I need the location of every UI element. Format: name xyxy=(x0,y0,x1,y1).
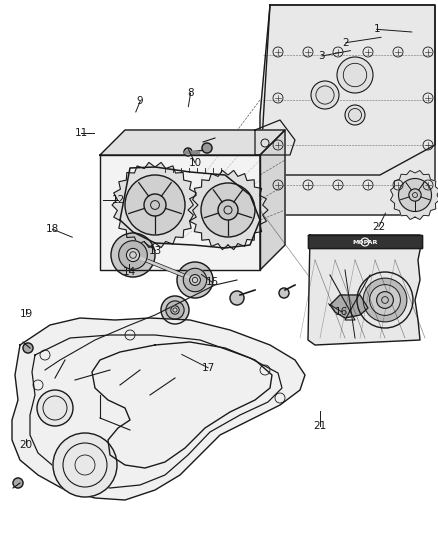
Circle shape xyxy=(125,175,185,235)
Circle shape xyxy=(218,200,238,220)
Circle shape xyxy=(166,301,184,319)
Polygon shape xyxy=(260,5,435,175)
Polygon shape xyxy=(260,130,285,270)
Text: 8: 8 xyxy=(187,88,194,98)
Circle shape xyxy=(377,292,393,309)
Text: 1: 1 xyxy=(373,25,380,34)
Text: MOPAR: MOPAR xyxy=(352,240,378,246)
Circle shape xyxy=(345,105,365,125)
Polygon shape xyxy=(330,295,368,318)
Circle shape xyxy=(161,296,189,324)
Polygon shape xyxy=(308,235,422,345)
Polygon shape xyxy=(308,235,422,248)
Text: 16: 16 xyxy=(335,307,348,317)
Text: 22: 22 xyxy=(372,222,385,231)
Polygon shape xyxy=(188,171,268,249)
Text: 15: 15 xyxy=(206,278,219,287)
Text: 17: 17 xyxy=(201,363,215,373)
Text: 3: 3 xyxy=(318,51,325,61)
Circle shape xyxy=(13,478,23,488)
Circle shape xyxy=(363,278,407,322)
Circle shape xyxy=(183,268,207,292)
Circle shape xyxy=(311,81,339,109)
Text: 10: 10 xyxy=(188,158,201,167)
Circle shape xyxy=(37,390,73,426)
Circle shape xyxy=(202,143,212,153)
Circle shape xyxy=(184,148,192,156)
Text: 14: 14 xyxy=(123,267,136,277)
Circle shape xyxy=(370,285,400,316)
Circle shape xyxy=(190,274,201,285)
Polygon shape xyxy=(100,155,260,270)
Circle shape xyxy=(201,183,255,237)
Text: 20: 20 xyxy=(20,440,33,450)
Polygon shape xyxy=(260,5,435,215)
Circle shape xyxy=(53,433,117,497)
Polygon shape xyxy=(391,171,438,220)
Polygon shape xyxy=(12,318,305,500)
Text: 13: 13 xyxy=(149,246,162,255)
Text: 21: 21 xyxy=(313,422,326,431)
Polygon shape xyxy=(100,130,285,155)
Text: 12: 12 xyxy=(112,195,125,205)
Text: 18: 18 xyxy=(46,224,59,234)
Circle shape xyxy=(357,272,413,328)
Circle shape xyxy=(409,189,421,201)
Text: 2: 2 xyxy=(343,38,350,47)
Text: 11: 11 xyxy=(74,128,88,138)
Circle shape xyxy=(111,233,155,277)
Circle shape xyxy=(23,343,33,353)
Circle shape xyxy=(127,248,140,262)
Circle shape xyxy=(119,241,147,269)
Circle shape xyxy=(177,262,213,298)
Circle shape xyxy=(337,57,373,93)
Text: 19: 19 xyxy=(20,310,33,319)
Circle shape xyxy=(171,306,179,314)
Circle shape xyxy=(230,291,244,305)
Circle shape xyxy=(279,288,289,298)
Circle shape xyxy=(144,194,166,216)
Circle shape xyxy=(399,179,431,212)
Text: 9: 9 xyxy=(137,96,144,106)
Polygon shape xyxy=(112,163,198,247)
